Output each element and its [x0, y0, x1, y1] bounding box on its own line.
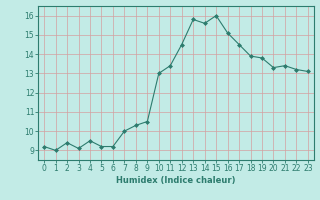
X-axis label: Humidex (Indice chaleur): Humidex (Indice chaleur): [116, 176, 236, 185]
